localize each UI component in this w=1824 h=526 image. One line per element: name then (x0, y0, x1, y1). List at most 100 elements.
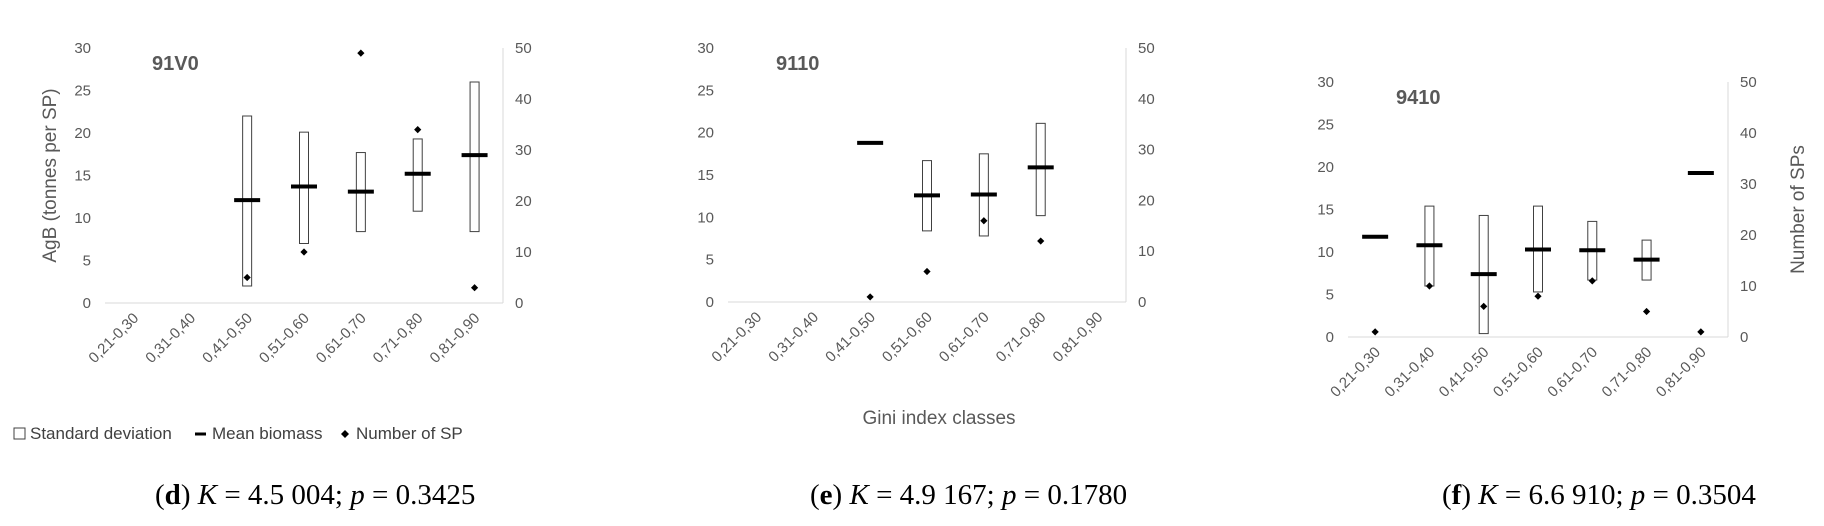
sp-count-marker-e (1037, 237, 1045, 245)
y2-tick-label-f: 0 (1740, 329, 1748, 346)
y-tick-label-d: 10 (74, 210, 91, 227)
y2-tick-label-e: 0 (1138, 294, 1146, 311)
x-tick-label-d: 0,61-0,70 (313, 310, 370, 367)
y2-tick-label-f: 50 (1740, 74, 1757, 91)
x-axis-title-e: Gini index classes (862, 408, 1015, 429)
y2-tick-label-d: 10 (515, 244, 532, 261)
panel-title-f: 9410 (1396, 87, 1441, 109)
sp-count-marker-d (243, 273, 251, 282)
caption-d-p-var: p (348, 479, 365, 511)
sp-count-marker-d (470, 284, 479, 292)
sp-count-marker-f (1697, 328, 1705, 336)
y2-tick-label-d: 20 (515, 193, 532, 210)
caption-f: (f) K = 6.6 910; p = 0.3504 (1442, 479, 1756, 511)
sp-count-marker-d (300, 248, 308, 256)
panel-title-d: 91V0 (152, 53, 199, 75)
x-tick-label-e: 0,41-0,50 (822, 309, 879, 366)
y-tick-label-f: 30 (1317, 74, 1334, 91)
y-tick-label-d: 25 (74, 83, 91, 100)
x-tick-label-f: 0,41-0,50 (1436, 344, 1493, 401)
y2-tick-label-e: 20 (1138, 192, 1155, 209)
legend: Standard deviation Mean biomass Number o… (13, 424, 463, 443)
panel-e: 0 5 10 15 20 25 30 0 10 20 30 40 50 0,21-0,30 0,31-0,4… (697, 40, 1154, 429)
y-tick-label-d: 15 (74, 168, 91, 185)
x-tick-label-f: 0,81-0,90 (1653, 344, 1710, 401)
legend-label-count: Number of SP (356, 424, 463, 443)
legend-swatch-std (13, 427, 26, 440)
caption-d-k-var: K (197, 479, 219, 511)
y-tick-label-e: 0 (706, 294, 714, 311)
x-tick-label-e: 0,31-0,40 (765, 309, 822, 366)
caption-d: (d) K = 4.5 004; p = 0.3425 (155, 479, 475, 511)
y-tick-label-d: 5 (83, 253, 91, 270)
caption-e-k-value: = 4.9 167; (869, 479, 1002, 511)
x-tick-label-f: 0,71-0,80 (1599, 344, 1656, 401)
x-tick-label-e: 0,71-0,80 (993, 309, 1050, 366)
legend-label-std: Standard deviation (30, 424, 172, 443)
y2-tick-label-d: 30 (515, 142, 532, 159)
sp-count-marker-e (980, 217, 988, 225)
y-tick-label-d: 0 (83, 295, 91, 312)
y-tick-label-f: 15 (1317, 202, 1334, 219)
sp-count-marker-f (1534, 292, 1542, 300)
caption-f-letter: f (1452, 479, 1462, 511)
x-tick-label-d: 0,21-0,30 (85, 310, 142, 367)
y2-tick-label-e: 40 (1138, 91, 1155, 108)
y-tick-label-e: 25 (697, 82, 714, 99)
caption-e: (e) K = 4.9 167; p = 0.1780 (810, 479, 1127, 511)
panel-title-e: 9110 (776, 53, 819, 75)
y-tick-label-e: 10 (697, 209, 714, 226)
std-box-e (1035, 122, 1046, 217)
sp-count-marker-f (1642, 307, 1651, 316)
y2-tick-label-d: 0 (515, 295, 523, 312)
y2-tick-label-d: 50 (515, 40, 532, 57)
y-tick-label-e: 5 (706, 252, 714, 269)
y2-tick-label-f: 30 (1740, 176, 1757, 193)
y2-tick-label-e: 10 (1138, 243, 1155, 260)
x-tick-label-d: 0,81-0,90 (427, 310, 484, 367)
x-tick-label-e: 0,61-0,70 (936, 309, 993, 366)
y-tick-label-d: 20 (74, 125, 91, 142)
panel-f: 0 5 10 15 20 25 30 0 10 20 30 40 50 0,21-0,300,31-0,4… (1317, 74, 1809, 401)
x-tick-label-d: 0,31-0,40 (142, 310, 199, 367)
sp-count-marker-f (1425, 282, 1434, 290)
y-tick-label-e: 30 (697, 40, 714, 57)
caption-e-p-var: p (1000, 479, 1017, 511)
y-axis-title-d: AgB (tonnes per SP) (40, 88, 61, 262)
y-tick-label-f: 10 (1317, 244, 1334, 261)
x-tick-label-d: 0,51-0,60 (256, 310, 313, 367)
sp-count-marker-d (414, 126, 422, 134)
y-tick-label-d: 30 (74, 40, 91, 57)
x-tick-label-f: 0,21-0,30 (1327, 344, 1384, 401)
sp-count-marker-e (923, 267, 931, 276)
y-tick-label-f: 20 (1317, 159, 1334, 176)
y2-tick-label-f: 20 (1740, 227, 1757, 244)
y2-tick-label-f: 10 (1740, 278, 1757, 295)
panel-d: 0 5 10 15 20 25 30 0 10 20 30 40 50 0,21-0,30 0,31-0,4… (40, 40, 532, 367)
x-tick-label-f: 0,51-0,60 (1490, 344, 1547, 401)
caption-d-k-value: = 4.5 004; (217, 479, 350, 511)
caption-d-p-value: = 0.3425 (365, 479, 476, 511)
legend-swatch-count (341, 430, 349, 438)
caption-f-p-value: = 0.3504 (1645, 479, 1756, 511)
sp-count-marker-e (866, 293, 874, 301)
y-tick-label-f: 25 (1317, 117, 1334, 134)
y2-tick-label-e: 50 (1138, 40, 1155, 57)
x-tick-label-f: 0,31-0,40 (1381, 344, 1438, 401)
y-tick-label-f: 5 (1326, 287, 1334, 304)
legend-label-mean: Mean biomass (212, 424, 323, 443)
y2-axis-title-f: Number of SPs (1788, 145, 1809, 274)
x-tick-label-d: 0,41-0,50 (199, 310, 256, 367)
sp-count-marker-f (1480, 302, 1488, 310)
y-tick-label-e: 15 (697, 167, 714, 184)
caption-f-k-var: K (1477, 479, 1499, 511)
y2-tick-label-e: 30 (1138, 142, 1155, 159)
caption-e-p-value: = 0.1780 (1016, 479, 1127, 511)
x-tick-label-e: 0,21-0,30 (708, 309, 765, 366)
caption-f-k-value: = 6.6 910; (1498, 479, 1631, 511)
x-tick-label-d: 0,71-0,80 (370, 310, 427, 367)
x-tick-label-f: 0,61-0,70 (1544, 344, 1601, 401)
captions: (d) K = 4.5 004; p = 0.3425 (e) K = 4.9 … (155, 479, 1756, 511)
